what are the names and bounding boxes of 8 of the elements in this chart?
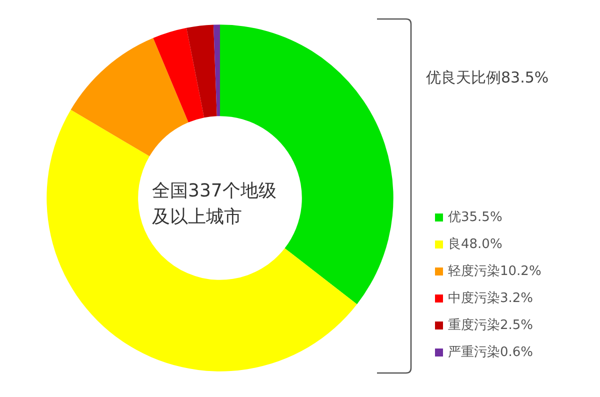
legend-label: 中度污染3.2% — [448, 290, 534, 306]
legend-label: 严重污染0.6% — [448, 345, 534, 360]
legend-label: 优35.5% — [448, 210, 502, 225]
text: 优良天比例83.5% — [426, 68, 549, 86]
text: 全国337个地级及以上城市 — [152, 180, 276, 228]
legend-label: 良48.0% — [448, 237, 502, 252]
legend-label: 重度污染2.5% — [448, 317, 534, 333]
legend-label: 轻度污染10.2% — [448, 263, 542, 279]
